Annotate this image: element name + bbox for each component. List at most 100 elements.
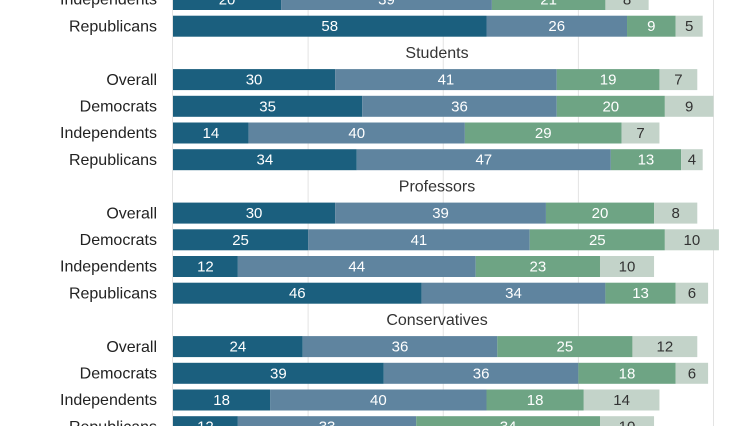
data-label: 36: [473, 365, 490, 382]
bar-segment: [486, 15, 628, 37]
data-label: 24: [230, 339, 247, 356]
bar-segment: [497, 336, 633, 358]
bar-segment: [605, 0, 649, 10]
bar-segment: [173, 15, 487, 37]
row-label: Independents: [60, 392, 157, 409]
data-label: 23: [529, 258, 546, 275]
row-label: Overall: [106, 72, 157, 89]
bar-row: Overall 24 36 25 12: [106, 336, 698, 358]
bar-segment: [632, 336, 698, 358]
data-label: 12: [657, 339, 674, 356]
data-label: 39: [432, 205, 449, 222]
bar-segment: [308, 229, 530, 251]
bar-row: Independents 18 40 18 14: [60, 389, 660, 411]
row-label: Republicans: [69, 419, 157, 426]
data-label: 20: [592, 205, 609, 222]
group-title: Students: [405, 45, 468, 62]
bar-segment: [664, 229, 719, 251]
row-label: Republicans: [69, 285, 157, 302]
data-label: 25: [232, 232, 249, 249]
data-label: 21: [540, 0, 557, 8]
data-label: 41: [411, 232, 428, 249]
data-label: 36: [451, 98, 468, 115]
data-label: 58: [321, 18, 338, 35]
bar-segment: [362, 95, 557, 117]
data-label: 8: [671, 205, 679, 222]
data-label: 7: [674, 72, 682, 89]
data-label: 18: [527, 392, 544, 409]
bar-segment: [237, 256, 476, 277]
bar-segment: [599, 256, 655, 277]
bar-segment: [627, 15, 676, 37]
bar-segment: [248, 122, 465, 144]
bar-segment: [173, 0, 282, 10]
row-label: Republicans: [69, 18, 157, 35]
group-title: Professors: [399, 179, 475, 196]
data-label: 47: [475, 152, 492, 169]
data-label: 41: [438, 72, 455, 89]
bar-segment: [659, 69, 698, 91]
data-label: 20: [219, 0, 236, 8]
data-label: 9: [685, 98, 693, 115]
bar-segment: [556, 95, 665, 117]
bar-row: Republicans 12 33 34 10: [69, 416, 655, 431]
bar-segment: [173, 149, 357, 171]
data-label: 7: [636, 125, 644, 142]
data-label: 34: [500, 419, 517, 426]
data-label: 9: [647, 18, 655, 35]
data-label: 39: [378, 0, 395, 8]
bar-segment: [335, 202, 546, 224]
data-label: 6: [688, 365, 696, 382]
row-label: Republicans: [69, 152, 157, 169]
bar-segment: [556, 69, 660, 91]
bar-segment: [173, 69, 336, 91]
bar-segment: [281, 0, 492, 10]
data-label: 13: [632, 285, 649, 302]
data-label: 44: [348, 258, 365, 275]
bar-segment: [610, 149, 682, 171]
bar-segment: [675, 362, 709, 384]
bar-row: Republicans 58 26 9 5: [69, 15, 703, 37]
row-label: Independents: [60, 0, 157, 9]
data-label: 6: [688, 285, 696, 302]
bar-segment: [173, 362, 384, 384]
data-label: 10: [619, 258, 636, 275]
data-label: 30: [246, 72, 263, 89]
bar-segment: [270, 389, 487, 411]
data-label: 40: [348, 125, 365, 142]
row-label: Democrats: [80, 99, 157, 116]
bar-row: Overall 30 39 20 8: [106, 202, 698, 224]
row-label: Democrats: [80, 232, 157, 249]
bar-segment: [583, 389, 660, 411]
bar-segment: [173, 336, 303, 358]
data-label: 35: [259, 98, 276, 115]
data-label: 14: [202, 125, 219, 142]
data-label: 36: [392, 339, 409, 356]
bar-segment: [605, 282, 676, 304]
bar-segment: [529, 229, 665, 251]
row-label: Overall: [106, 339, 157, 356]
bar-segment: [173, 282, 422, 304]
bar-segment: [302, 336, 498, 358]
data-label: 25: [557, 339, 574, 356]
row-label: Democrats: [80, 366, 157, 383]
data-label: 30: [246, 205, 263, 222]
data-label: 14: [613, 392, 630, 409]
bar-row: Independents 12 44 23 10: [60, 256, 655, 277]
bar-segment: [621, 122, 660, 144]
data-label: 29: [535, 125, 552, 142]
bar-row: Democrats 39 36 18 6: [80, 362, 709, 384]
bar-segment: [545, 202, 655, 224]
bar-segment: [578, 362, 676, 384]
bar-segment: [681, 149, 703, 171]
data-label: 18: [213, 392, 230, 409]
data-label: 34: [257, 152, 274, 169]
bar-segment: [335, 69, 557, 91]
data-label: 25: [589, 232, 606, 249]
bar-row: Republicans 46 34 13 6: [69, 282, 709, 304]
bar-segment: [173, 229, 309, 251]
data-label: 12: [197, 258, 214, 275]
bar-segment: [491, 0, 606, 10]
bar-segment: [675, 282, 709, 304]
